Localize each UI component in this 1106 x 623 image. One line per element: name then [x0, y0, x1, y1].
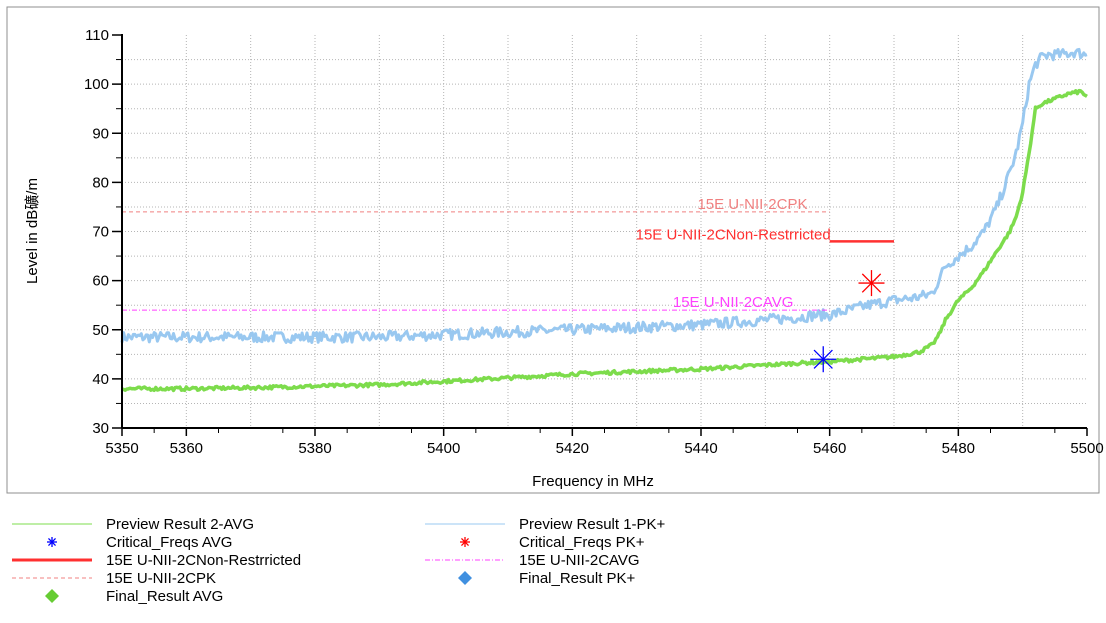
legend-symbol	[425, 523, 505, 525]
legend-symbol	[12, 523, 92, 525]
x-tick-label: 5480	[942, 440, 975, 457]
y-tick-label: 60	[92, 273, 109, 290]
legend-symbol	[12, 558, 92, 562]
legend-label: 15E U-NII-2CAVG	[519, 551, 640, 569]
y-tick-label: 80	[92, 174, 109, 191]
limit-line-label: 15E U-NII-2CPK	[697, 196, 807, 213]
series-lines	[120, 47, 1088, 393]
grid-lines	[122, 35, 1087, 428]
legend-symbol	[460, 537, 470, 547]
limit-line-label: 15E U-NII-2CNon-Restrricted	[636, 226, 831, 243]
legend-item: Critical_Freqs PK+	[425, 533, 645, 551]
legend-symbol	[12, 577, 92, 579]
x-axis-label: Frequency in MHz	[532, 473, 654, 490]
x-tick-label: 5350	[105, 440, 138, 457]
limit-lines: 15E U-NII-2CPK 15E U-NII-2CNon-Restrricte…	[122, 196, 894, 311]
legend-item: Critical_Freqs AVG	[12, 533, 233, 551]
legend-label: Critical_Freqs PK+	[519, 533, 645, 551]
legend-label: Critical_Freqs AVG	[106, 533, 233, 551]
chart-frame	[6, 6, 1100, 494]
x-tick-label: 5500	[1070, 440, 1103, 457]
y-tick-label: 70	[92, 224, 109, 241]
legend-symbol	[45, 589, 59, 603]
axes: 30 40 50 60 70 80 90 100 110 5350 5360 5380 5400 5420…	[84, 27, 1104, 457]
legend-diamond	[458, 571, 472, 585]
critical-marker	[858, 270, 885, 297]
x-tick-label: 5420	[556, 440, 589, 457]
legend-label: Preview Result 1-PK+	[519, 515, 666, 533]
legend-symbol	[47, 537, 57, 547]
marker-stroke	[813, 349, 833, 369]
y-axis-label: Level in dB礦/m	[24, 178, 41, 284]
legend-label: Final_Result AVG	[106, 587, 224, 605]
legend-item: 15E U-NII-2CAVG	[425, 551, 640, 569]
legend-item: Preview Result 2-AVG	[12, 515, 255, 533]
critical-marker	[810, 346, 837, 373]
x-tick-label: 5460	[813, 440, 846, 457]
legend-diamond	[45, 589, 59, 603]
legend-label: Preview Result 2-AVG	[106, 515, 255, 533]
series-line-pk	[120, 47, 1088, 344]
chart-legend: Preview Result 2-AVG Preview Result 1-PK+…	[0, 514, 1106, 623]
series-line-avg	[121, 88, 1088, 393]
legend-label: 15E U-NII-2CNon-Restrricted	[106, 551, 302, 569]
legend-asterisk	[461, 538, 469, 546]
legend-item: 15E U-NII-2CNon-Restrricted	[12, 551, 302, 569]
legend-item: Final_Result AVG	[12, 587, 224, 605]
limit-line-label: 15E U-NII-2CAVG	[673, 294, 794, 311]
x-tick-label: 5400	[427, 440, 460, 457]
y-tick-label: 40	[92, 371, 109, 388]
legend-symbol	[458, 571, 472, 585]
emission-chart: 15E U-NII-2CPK 15E U-NII-2CNon-Restrricte…	[6, 6, 1104, 494]
y-tick-label: 110	[85, 27, 109, 44]
y-tick-label: 30	[92, 420, 109, 437]
y-tick-label: 90	[92, 125, 109, 142]
x-tick-label: 5360	[170, 440, 203, 457]
critical-markers	[810, 270, 885, 373]
legend-label: 15E U-NII-2CPK	[106, 569, 217, 587]
x-tick-label: 5440	[684, 440, 717, 457]
marker-stroke	[861, 273, 882, 293]
y-tick-label: 100	[84, 76, 109, 93]
legend-label: Final_Result PK+	[519, 569, 636, 587]
legend-item: Final_Result PK+	[425, 569, 636, 587]
legend-asterisk	[48, 538, 56, 546]
x-tick-label: 5380	[298, 440, 331, 457]
legend-item: Preview Result 1-PK+	[425, 515, 666, 533]
legend-item: 15E U-NII-2CPK	[12, 569, 217, 587]
y-tick-label: 50	[92, 322, 109, 339]
legend-symbol	[425, 559, 505, 561]
